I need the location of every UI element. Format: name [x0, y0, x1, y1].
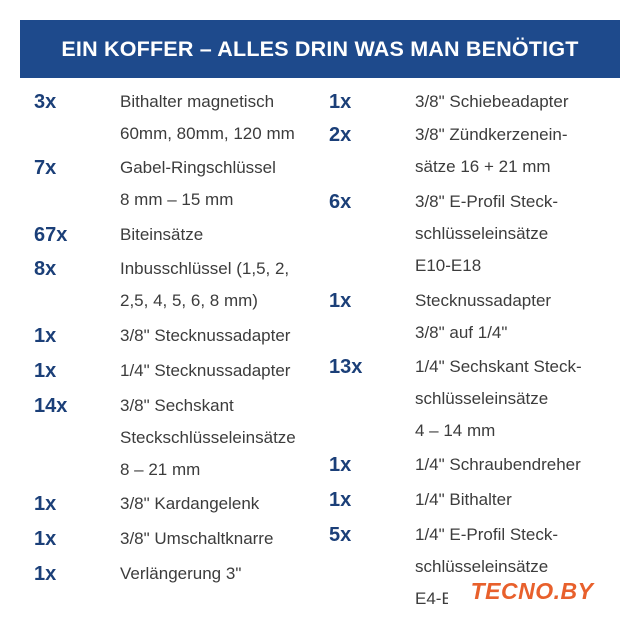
item-quantity: 3x	[34, 91, 57, 113]
item-description-line: 1/4" Bithalter	[415, 490, 512, 509]
item-quantity: 1x	[34, 325, 57, 347]
item-description-line: Verlängerung 3"	[120, 564, 242, 583]
item-quantity: 13x	[329, 356, 363, 378]
item-description-line: 4 – 14 mm	[415, 421, 496, 440]
item-description-line: 3/8" auf 1/4"	[415, 323, 508, 342]
item-description-line: E10-E18	[415, 256, 482, 275]
header-banner: EIN KOFFER – ALLES DRIN WAS MAN BENÖTIGT	[20, 20, 620, 78]
item-description-line: 1/4" Schraubendreher	[415, 455, 581, 474]
item-quantity: 1x	[34, 563, 57, 585]
item-description-line: 3/8" E-Profil Steck-	[415, 192, 559, 211]
item-quantity: 67x	[34, 224, 68, 246]
item-quantity: 1x	[329, 489, 352, 511]
item-description-line: 1/4" Sechskant Steck-	[415, 357, 582, 376]
item-description-line: Steckschlüsseleinsätze	[120, 428, 296, 447]
item-description-line: 3/8" Zündkerzenein-	[415, 125, 568, 144]
item-description-line: 1/4" E-Profil Steck-	[415, 525, 559, 544]
item-description-line: schlüsseleinsätze	[415, 224, 549, 243]
item-description-line: Bithalter magnetisch	[120, 92, 275, 111]
item-description-line: Stecknussadapter	[415, 291, 552, 310]
page-title: EIN KOFFER – ALLES DRIN WAS MAN BENÖTIGT	[61, 36, 579, 61]
item-description-line: 8 – 21 mm	[120, 460, 201, 479]
item-quantity: 8x	[34, 258, 57, 280]
item-description-line: 2,5, 4, 5, 6, 8 mm)	[120, 291, 258, 310]
item-quantity: 1x	[329, 91, 352, 113]
item-quantity: 5x	[329, 524, 352, 546]
watermark-text: TECNO.BY	[470, 577, 594, 604]
item-description-line: 3/8" Stecknussadapter	[120, 326, 291, 345]
item-quantity: 1x	[329, 290, 352, 312]
item-description-line: 3/8" Umschaltknarre	[120, 529, 274, 548]
item-description-line: 60mm, 80mm, 120 mm	[120, 124, 295, 143]
item-quantity: 6x	[329, 191, 352, 213]
item-description-line: 8 mm – 15 mm	[120, 190, 234, 209]
item-quantity: 1x	[34, 493, 57, 515]
item-description-line: Biteinsätze	[120, 225, 204, 244]
item-description-line: Inbusschlüssel (1,5, 2,	[120, 259, 290, 278]
watermark-logo: TECNO.BY	[448, 572, 616, 610]
item-description-line: 3/8" Sechskant	[120, 396, 234, 415]
item-quantity: 1x	[34, 360, 57, 382]
item-description-line: sätze 16 + 21 mm	[415, 157, 551, 176]
item-description-line: schlüsseleinsätze	[415, 557, 549, 576]
item-description-line: 1/4" Stecknussadapter	[120, 361, 291, 380]
item-description-line: 3/8" Kardangelenk	[120, 494, 260, 513]
item-quantity: 1x	[34, 528, 57, 550]
item-quantity: 14x	[34, 395, 68, 417]
item-description-line: schlüsseleinsätze	[415, 389, 549, 408]
item-quantity: 1x	[329, 454, 352, 476]
item-description-line: Gabel-Ringschlüssel	[120, 158, 276, 177]
item-quantity: 2x	[329, 124, 352, 146]
item-quantity: 7x	[34, 157, 57, 179]
item-description-line: 3/8" Schiebeadapter	[415, 92, 569, 111]
